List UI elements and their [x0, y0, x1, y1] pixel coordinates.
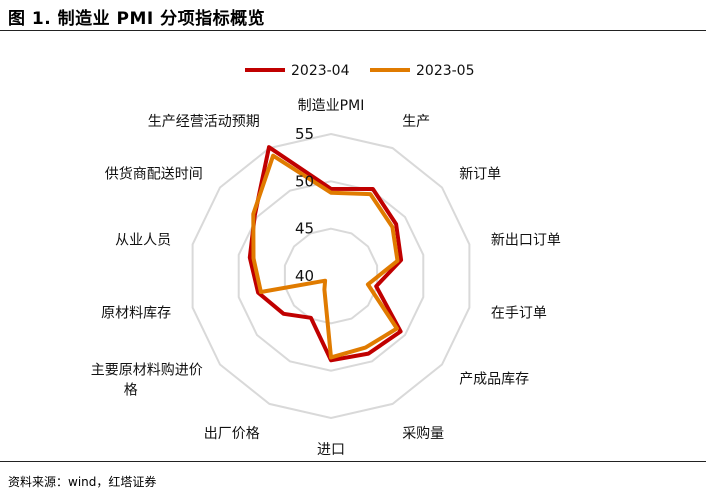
category-label-6: 采购量 [402, 426, 444, 442]
legend-label-2023-05: 2023-05 [416, 63, 475, 79]
category-label-3: 新出口订单 [491, 233, 561, 249]
radar-grid [191, 132, 471, 420]
category-label-5: 产成品库存 [459, 371, 529, 387]
category-label-2: 新订单 [459, 167, 501, 183]
category-label-10: 原材料库存 [101, 306, 171, 322]
tick-label-55: 55 [295, 125, 314, 143]
source-bar: 资料来源：wind，红塔证券 [0, 461, 706, 490]
category-label-4: 在手订单 [491, 306, 547, 322]
series-line-2023-04 [247, 145, 404, 363]
radar-tick-labels: 40 45 50 55 [295, 125, 314, 285]
legend: 2023-04 2023-05 [245, 63, 475, 79]
tick-label-50: 50 [295, 172, 314, 190]
category-label-12: 供货商配送时间 [105, 166, 203, 183]
grid-ring-50 [237, 180, 425, 372]
category-label-9: 主要原材料购进价格 [91, 362, 203, 398]
category-label-1: 生产 [402, 114, 430, 130]
category-label-13: 生产经营活动预期 [148, 114, 260, 130]
category-label-7: 进口 [317, 442, 345, 458]
title-bar: 图 1. 制造业 PMI 分项指标概览 [0, 0, 706, 31]
source-note: 资料来源：wind，红塔证券 [8, 475, 157, 489]
chart-title: 图 1. 制造业 PMI 分项指标概览 [8, 9, 266, 29]
tick-label-45: 45 [295, 220, 314, 238]
radar-series [247, 145, 404, 363]
tick-label-40: 40 [295, 267, 314, 285]
category-label-11: 从业人员 [115, 233, 171, 249]
category-label-8: 出厂价格 [204, 426, 260, 442]
grid-ring-55 [191, 132, 471, 420]
grid-ring-45 [283, 227, 379, 325]
legend-label-2023-04: 2023-04 [291, 63, 350, 79]
category-label-0: 制造业PMI [298, 98, 365, 114]
